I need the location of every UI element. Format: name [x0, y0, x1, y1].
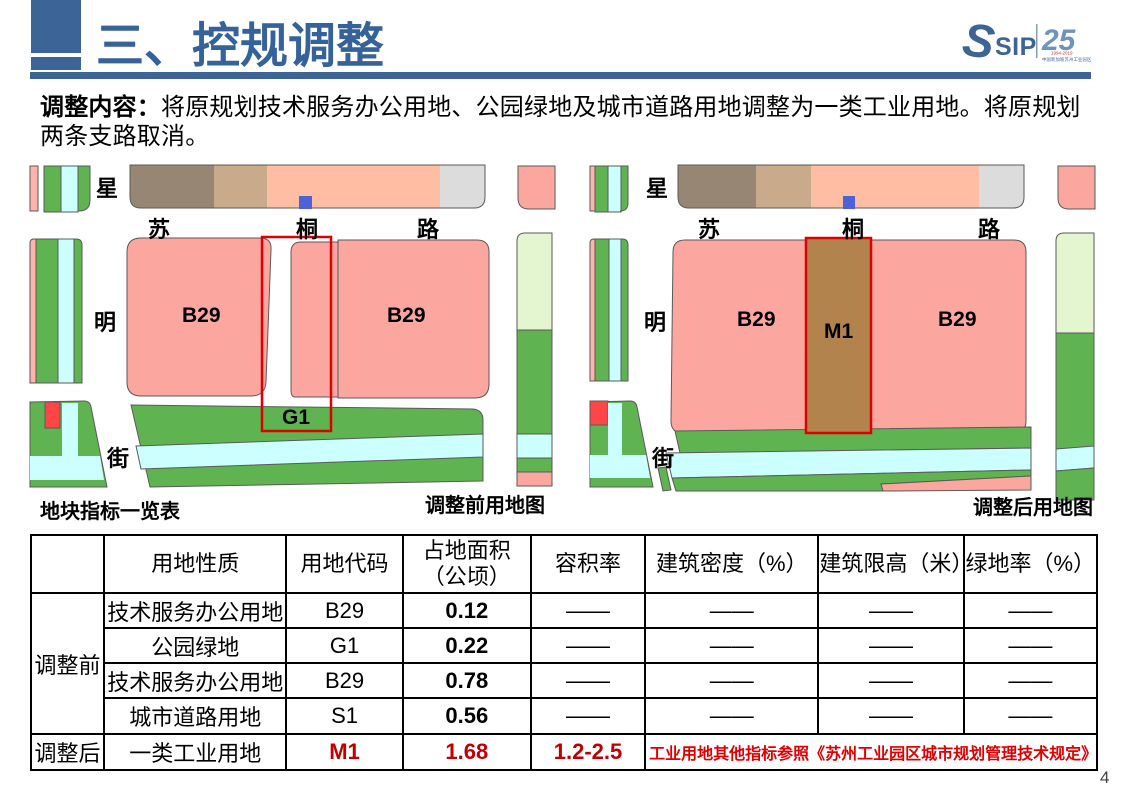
svg-text:B29: B29	[737, 308, 776, 331]
svg-text:星: 星	[96, 176, 118, 201]
svg-text:桐: 桐	[296, 217, 318, 242]
svg-text:明: 明	[644, 310, 666, 335]
svg-text:M1: M1	[824, 320, 853, 343]
svg-text:星: 星	[646, 176, 668, 201]
svg-text:街: 街	[106, 446, 129, 471]
svg-text:B29: B29	[182, 304, 221, 327]
svg-text:S: S	[960, 16, 998, 66]
svg-text:中国新加坡苏州工业园区: 中国新加坡苏州工业园区	[1042, 56, 1092, 63]
svg-text:路: 路	[417, 217, 440, 242]
svg-text:SIP: SIP	[995, 33, 1037, 61]
svg-text:明: 明	[94, 310, 116, 335]
svg-text:1994-2019: 1994-2019	[1051, 51, 1073, 56]
svg-text:路: 路	[978, 217, 1001, 242]
svg-text:B29: B29	[938, 308, 977, 331]
svg-text:B29: B29	[387, 304, 426, 327]
svg-text:桐: 桐	[842, 217, 864, 242]
svg-text:街: 街	[651, 446, 674, 471]
svg-text:25: 25	[1041, 24, 1077, 57]
svg-text:苏: 苏	[148, 217, 170, 242]
svg-text:苏: 苏	[698, 217, 720, 242]
svg-text:G1: G1	[282, 406, 310, 429]
